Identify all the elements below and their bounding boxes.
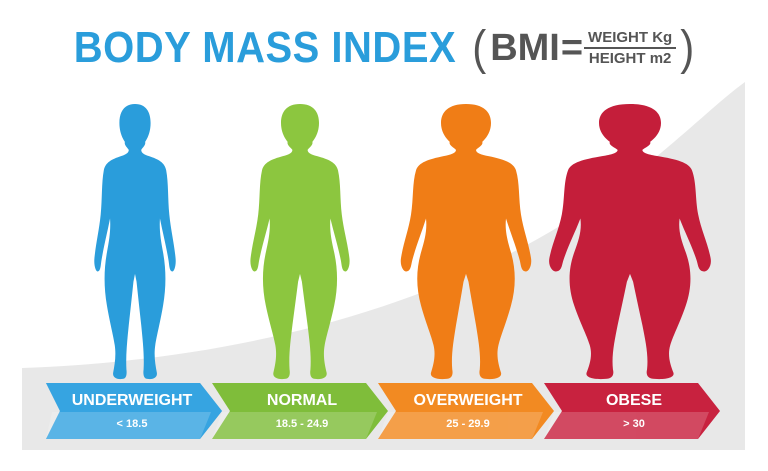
formula-numerator: WEIGHT Kg — [588, 29, 673, 46]
arrow-obese — [544, 383, 720, 439]
arrow-normal — [212, 383, 388, 439]
fraction-bar — [584, 47, 677, 49]
formula-open-paren: ( — [472, 20, 487, 75]
figure-underweight — [94, 104, 176, 380]
category-name-normal: NORMAL — [266, 392, 338, 409]
bmi-formula: ( BMI = WEIGHT Kg HEIGHT m2 ) — [472, 20, 695, 75]
category-range-normal: 18.5 - 24.9 — [275, 418, 329, 430]
category-name-obese: OBESE — [605, 392, 662, 409]
arrow-overweight — [378, 383, 554, 439]
category-name-overweight: OVERWEIGHT — [413, 392, 523, 409]
category-name-underweight: UNDERWEIGHT — [71, 392, 193, 409]
category-range-overweight: 25 - 29.9 — [446, 418, 490, 430]
backdrop-curve — [22, 82, 745, 450]
category-range-obese: > 30 — [623, 418, 645, 430]
formula-label: BMI — [490, 26, 560, 69]
arrow-underweight — [46, 383, 222, 439]
formula-equals: = — [560, 26, 584, 69]
category-range-underweight: < 18.5 — [116, 418, 148, 430]
formula-denominator: HEIGHT m2 — [588, 50, 672, 67]
header: BODY MASS INDEX ( BMI = WEIGHT Kg HEIGHT… — [0, 18, 768, 78]
page-title: BODY MASS INDEX — [73, 23, 457, 72]
formula-fraction: WEIGHT Kg HEIGHT m2 — [584, 29, 677, 67]
formula-close-paren: ) — [680, 20, 695, 75]
arrow-highlights — [46, 412, 709, 439]
